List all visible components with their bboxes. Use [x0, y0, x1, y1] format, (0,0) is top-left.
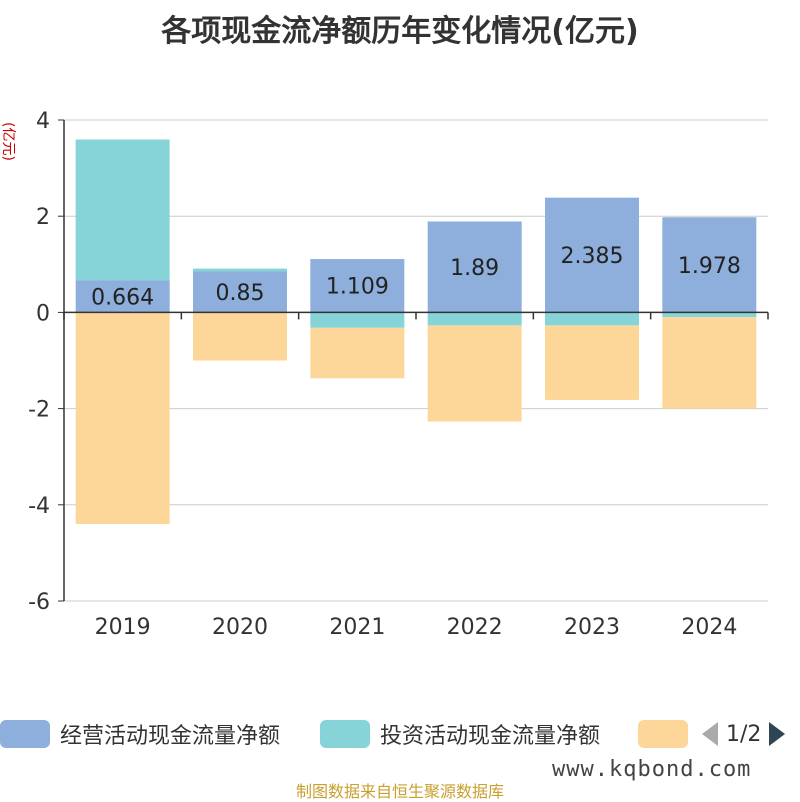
bar-2024-series-0[interactable]: [662, 217, 757, 313]
x-tick-label: 2019: [95, 615, 151, 640]
y-tick-label: 2: [36, 205, 50, 230]
data-label: 1.89: [450, 256, 499, 281]
y-tick-label: -6: [28, 590, 50, 615]
pager-text: 1/2: [726, 721, 762, 747]
x-tick-label: 2023: [564, 615, 620, 640]
data-label: 0.664: [91, 285, 154, 310]
bar-2022-series-2[interactable]: [427, 325, 522, 422]
legend-item-financing[interactable]: [638, 714, 688, 754]
triangle-left-icon[interactable]: [700, 720, 720, 748]
legend-swatch-investing: [320, 720, 370, 748]
bar-2022-series-0[interactable]: [427, 221, 522, 313]
triangle-right-icon[interactable]: [767, 720, 787, 748]
legend-item-operating[interactable]: 经营活动现金流量净额: [0, 714, 280, 754]
data-label: 1.109: [326, 275, 389, 300]
y-tick-label: 4: [36, 109, 50, 134]
legend-swatch-operating: [0, 720, 50, 748]
bar-2023-series-1[interactable]: [545, 312, 639, 326]
bar-2019-series-2[interactable]: [75, 312, 170, 525]
x-tick-label: 2022: [447, 615, 503, 640]
bar-2021-series-0[interactable]: [310, 259, 405, 313]
legend-pager: 1/2: [700, 716, 787, 752]
x-tick-label: 2020: [212, 615, 268, 640]
y-tick-label: 0: [36, 301, 50, 326]
bar-2021-series-1[interactable]: [310, 312, 405, 328]
legend-swatch-financing: [638, 720, 688, 748]
data-label: 2.385: [561, 244, 624, 269]
bar-2019-series-1[interactable]: [75, 139, 170, 281]
bar-2020-series-2[interactable]: [193, 312, 287, 361]
bar-2023-series-0[interactable]: [545, 197, 639, 313]
bar-2019-series-0[interactable]: [75, 280, 170, 313]
data-label: 0.85: [216, 281, 265, 306]
footer-source: 制图数据来自恒生聚源数据库: [295, 782, 504, 801]
data-label: 1.978: [678, 254, 741, 279]
legend-item-investing[interactable]: 投资活动现金流量净额: [320, 714, 600, 754]
x-tick-label: 2024: [681, 615, 737, 640]
y-tick-label: -2: [28, 398, 50, 423]
legend-label-operating: 经营活动现金流量净额: [60, 724, 281, 749]
x-tick-label: 2021: [329, 615, 385, 640]
bar-2020-series-0[interactable]: [193, 271, 287, 313]
bar-2024-series-2[interactable]: [662, 317, 757, 409]
watermark: www.kqbond.com: [552, 757, 752, 782]
bar-2021-series-2[interactable]: [310, 327, 405, 379]
y-tick-label: -4: [28, 494, 50, 519]
legend-label-investing: 投资活动现金流量净额: [380, 724, 601, 749]
bar-2020-series-1[interactable]: [193, 268, 287, 272]
chart-title: 各项现金流净额历年变化情况(亿元): [161, 14, 639, 49]
bar-2023-series-2[interactable]: [545, 325, 639, 400]
bar-2024-series-1[interactable]: [662, 312, 757, 318]
y-axis-label: (亿元): [0, 122, 16, 161]
bar-2022-series-1[interactable]: [427, 312, 522, 326]
